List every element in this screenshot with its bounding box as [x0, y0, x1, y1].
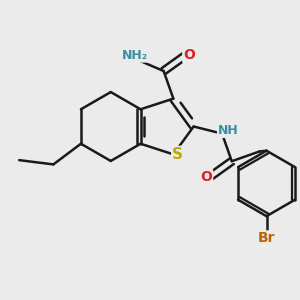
- Text: Br: Br: [258, 231, 275, 245]
- Text: NH₂: NH₂: [122, 49, 148, 62]
- Text: S: S: [172, 147, 183, 162]
- Text: O: O: [183, 48, 195, 62]
- Text: NH: NH: [218, 124, 239, 137]
- Text: O: O: [200, 170, 212, 184]
